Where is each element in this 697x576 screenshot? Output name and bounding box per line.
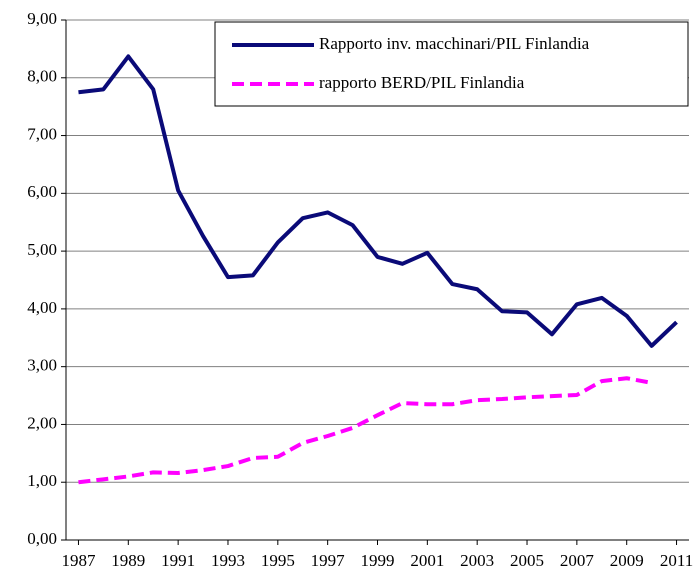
x-tick-label: 2009 <box>610 551 644 570</box>
x-tick-label: 1991 <box>161 551 195 570</box>
x-tick-label: 1993 <box>211 551 245 570</box>
x-tick-label: 2001 <box>410 551 444 570</box>
x-tick-label: 2003 <box>460 551 494 570</box>
legend-box <box>214 21 689 107</box>
y-tick-label: 2,00 <box>27 413 57 432</box>
x-tick-label: 1997 <box>311 551 346 570</box>
y-tick-label: 8,00 <box>27 67 57 86</box>
y-tick-label: 3,00 <box>27 356 57 375</box>
x-tick-label: 1995 <box>261 551 295 570</box>
legend-label: Rapporto inv. macchinari/PIL Finlandia <box>319 34 590 53</box>
x-tick-label: 1987 <box>61 551 96 570</box>
legend-label: rapporto BERD/PIL Finlandia <box>319 73 525 92</box>
y-tick-label: 4,00 <box>27 298 57 317</box>
y-tick-label: 7,00 <box>27 124 57 143</box>
y-tick-label: 1,00 <box>27 471 57 490</box>
x-tick-label: 1999 <box>361 551 395 570</box>
x-tick-label: 2011 <box>660 551 693 570</box>
series-line <box>78 54 678 348</box>
y-tick-label: 0,00 <box>27 529 57 548</box>
y-tick-label: 9,00 <box>27 9 57 28</box>
x-tick-label: 1989 <box>111 551 145 570</box>
x-tick-label: 2007 <box>560 551 595 570</box>
y-tick-label: 5,00 <box>27 240 57 259</box>
series-line <box>78 376 652 485</box>
y-tick-label: 6,00 <box>27 182 57 201</box>
x-tick-label: 2005 <box>510 551 544 570</box>
